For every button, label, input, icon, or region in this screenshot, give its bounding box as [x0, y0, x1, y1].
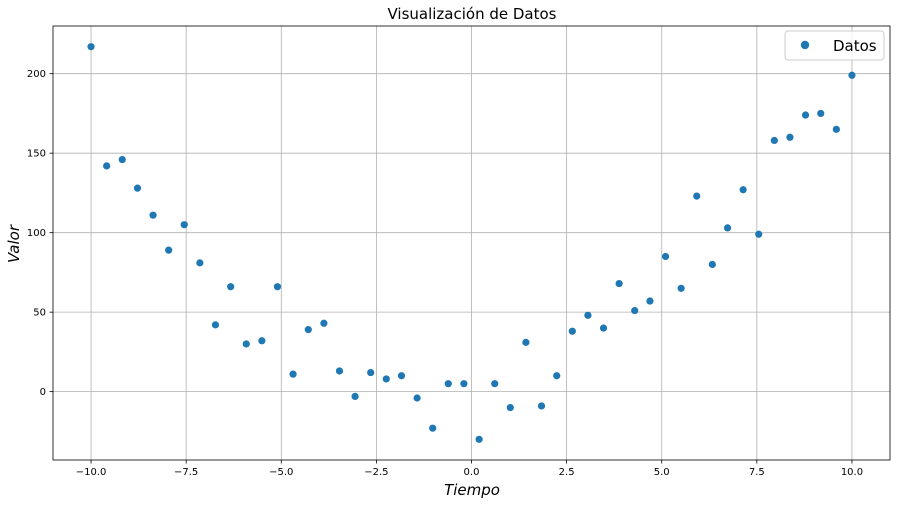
- y-tick-label: 150: [27, 149, 46, 160]
- data-point: [599, 324, 608, 332]
- x-tick-label: −10.0: [76, 467, 107, 478]
- data-point: [273, 283, 282, 291]
- data-point: [522, 338, 530, 346]
- data-point: [568, 327, 576, 335]
- legend-box: [784, 30, 885, 61]
- data-point: [289, 370, 297, 378]
- data-point: [103, 162, 111, 170]
- y-tick-label: 100: [27, 228, 46, 239]
- chart-title: Visualización de Datos: [387, 5, 556, 23]
- data-point: [87, 43, 95, 51]
- grid-lines: [53, 26, 890, 460]
- data-point: [770, 136, 778, 145]
- x-tick-label: −2.5: [364, 467, 388, 478]
- data-point: [242, 340, 250, 348]
- data-point: [211, 321, 220, 329]
- data-point: [118, 155, 126, 164]
- data-point: [351, 392, 359, 401]
- data-point: [335, 367, 344, 375]
- data-point: [382, 375, 390, 383]
- data-point: [723, 224, 732, 232]
- data-point: [320, 319, 328, 327]
- x-tick-label: −7.5: [174, 467, 198, 478]
- data-point: [491, 380, 499, 388]
- data-points: [87, 43, 856, 443]
- y-tick-label: 0: [40, 387, 46, 398]
- y-axis-label: Valor: [5, 224, 23, 263]
- y-tick-label: 200: [27, 69, 46, 80]
- data-point: [460, 380, 468, 388]
- data-point: [133, 184, 142, 192]
- x-tick-label: 7.5: [749, 467, 765, 478]
- data-point: [258, 337, 266, 345]
- axis-ticks: −10.0 −7.5 −5.0 −2.5 0.0 2.5 5.0 7.5 10.0 0 50 100 1…: [27, 69, 863, 478]
- data-point: [506, 403, 514, 412]
- data-point: [615, 279, 623, 288]
- data-point: [848, 71, 856, 79]
- data-point: [646, 297, 654, 305]
- data-point: [413, 394, 421, 402]
- x-tick-label: 2.5: [559, 467, 575, 478]
- data-point: [801, 111, 810, 119]
- x-tick-label: 0.0: [464, 467, 480, 478]
- x-tick-label: 5.0: [654, 467, 670, 478]
- data-point: [693, 192, 701, 200]
- x-tick-label: 10.0: [841, 467, 863, 478]
- data-point: [832, 125, 840, 133]
- data-point: [196, 259, 204, 267]
- data-point: [180, 221, 188, 229]
- legend: Datos: [784, 30, 885, 61]
- data-point: [661, 252, 670, 261]
- data-point: [149, 211, 157, 219]
- data-point: [227, 283, 235, 291]
- legend-label: Datos: [833, 37, 877, 55]
- data-point: [631, 306, 639, 315]
- data-point: [584, 311, 592, 319]
- data-point: [817, 109, 825, 118]
- data-point: [553, 372, 561, 380]
- data-point: [708, 260, 716, 269]
- y-tick-label: 50: [33, 308, 46, 319]
- x-axis-label: Tiempo: [444, 481, 500, 499]
- data-point: [304, 326, 312, 334]
- data-point: [475, 435, 483, 443]
- data-point: [444, 380, 452, 388]
- data-point: [165, 246, 173, 254]
- data-point: [739, 186, 747, 194]
- x-tick-label: −5.0: [269, 467, 293, 478]
- data-point: [537, 402, 546, 410]
- data-point: [397, 372, 406, 380]
- data-point: [367, 368, 375, 377]
- data-point: [677, 284, 685, 292]
- data-point: [755, 230, 763, 238]
- data-point: [429, 424, 437, 432]
- legend-marker: [800, 40, 810, 50]
- data-point: [786, 133, 794, 141]
